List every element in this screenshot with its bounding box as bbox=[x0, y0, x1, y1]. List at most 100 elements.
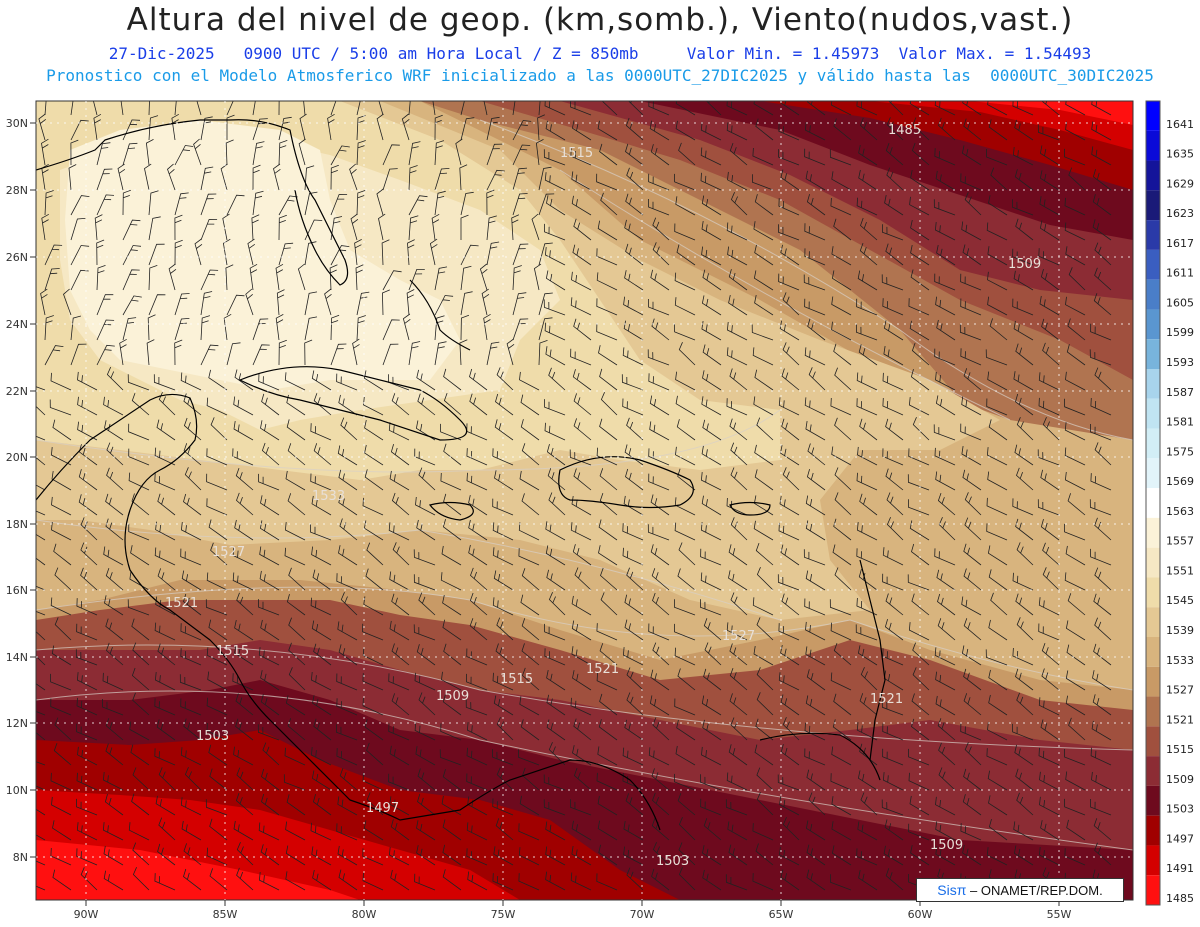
wind-barb bbox=[183, 718, 202, 741]
wind-barb bbox=[352, 338, 360, 366]
wind-barb bbox=[154, 447, 176, 466]
wind-barb bbox=[804, 148, 826, 166]
wind-barb bbox=[1041, 318, 1060, 341]
wind-barb bbox=[378, 101, 384, 116]
wind-barb bbox=[805, 495, 826, 516]
wind-barb bbox=[154, 672, 176, 691]
wind-barb bbox=[336, 373, 358, 391]
wind-barb bbox=[313, 643, 332, 666]
wind-barb bbox=[1041, 668, 1060, 691]
wind-barb bbox=[106, 642, 124, 666]
wind-barb bbox=[1013, 845, 1034, 866]
wind-barb bbox=[167, 163, 176, 191]
wind-barb bbox=[466, 773, 488, 791]
wind-barb bbox=[96, 239, 105, 266]
wind-barb bbox=[803, 549, 826, 566]
wind-barb bbox=[104, 793, 124, 816]
wind-barb bbox=[312, 569, 332, 591]
wind-barb bbox=[36, 405, 46, 416]
wind-barb bbox=[131, 618, 150, 641]
wind-barb bbox=[754, 444, 774, 466]
colorbar-swatch bbox=[1146, 190, 1160, 221]
wind-barb bbox=[130, 545, 150, 566]
wind-barb bbox=[1091, 720, 1112, 741]
wind-barb bbox=[70, 245, 90, 266]
wind-barb bbox=[1016, 542, 1034, 566]
wind-barb bbox=[544, 101, 566, 116]
wind-barb bbox=[986, 447, 1008, 466]
wind-barb bbox=[572, 369, 592, 391]
wind-barb bbox=[570, 348, 592, 366]
wind-barb bbox=[544, 623, 566, 641]
wind-barb bbox=[726, 772, 748, 791]
wind-barb bbox=[1013, 320, 1034, 341]
wind-barb bbox=[429, 238, 438, 266]
wind-barb bbox=[310, 822, 332, 841]
wind-barb bbox=[262, 742, 280, 766]
wind-barb bbox=[63, 288, 72, 316]
wind-barb bbox=[572, 544, 592, 566]
wind-barb bbox=[466, 822, 488, 841]
wind-barb bbox=[570, 697, 592, 716]
wind-barb bbox=[778, 672, 800, 691]
wind-barb bbox=[909, 196, 930, 216]
wind-barb bbox=[859, 693, 878, 716]
wind-barb bbox=[988, 669, 1008, 691]
wind-barb bbox=[1093, 293, 1112, 316]
wind-barb bbox=[466, 673, 488, 691]
wind-barb bbox=[96, 294, 114, 316]
wind-barb bbox=[599, 643, 618, 666]
valid-time-line: 27-Dic-2025 0900 UTC / 5:00 am Hora Loca… bbox=[108, 44, 1092, 63]
wind-barb bbox=[466, 722, 488, 741]
wind-barb bbox=[336, 823, 358, 841]
wind-barb bbox=[93, 101, 98, 116]
wind-barb bbox=[1038, 597, 1060, 616]
wind-barb bbox=[102, 772, 124, 791]
wind-barb bbox=[1038, 846, 1060, 866]
wind-barb bbox=[573, 393, 592, 416]
wind-barb bbox=[546, 719, 566, 741]
wind-barb bbox=[830, 773, 852, 791]
wind-barb bbox=[623, 320, 644, 341]
wind-barb bbox=[252, 164, 261, 191]
wind-barb bbox=[233, 820, 254, 841]
wind-barb bbox=[599, 143, 618, 166]
wind-barb bbox=[831, 796, 852, 816]
wind-barb bbox=[226, 294, 245, 316]
wind-barb bbox=[223, 313, 232, 341]
wind-barb bbox=[119, 338, 127, 366]
wind-barb bbox=[882, 547, 904, 566]
wind-barb bbox=[183, 593, 202, 616]
wind-barb bbox=[674, 623, 696, 641]
wind-barb bbox=[303, 101, 306, 116]
wind-barb bbox=[833, 118, 852, 141]
wind-barb bbox=[174, 145, 194, 166]
wind-barb bbox=[1066, 819, 1086, 841]
contour-label: 1515 bbox=[560, 146, 593, 161]
wind-barb bbox=[1016, 417, 1034, 441]
wind-barb bbox=[778, 198, 800, 216]
wind-barb bbox=[676, 419, 696, 441]
wind-barb bbox=[336, 573, 358, 591]
wind-barb bbox=[41, 213, 49, 241]
svg-text:22N: 22N bbox=[6, 385, 28, 398]
geopotential-field bbox=[36, 101, 1133, 900]
wind-barb bbox=[418, 592, 436, 616]
contour-label: 1527 bbox=[212, 545, 245, 560]
wind-barb bbox=[728, 744, 748, 766]
wind-barb bbox=[206, 647, 228, 666]
wind-barb bbox=[378, 213, 386, 241]
wind-barb bbox=[206, 722, 228, 741]
wind-barb bbox=[313, 443, 332, 466]
coastlines bbox=[36, 119, 886, 831]
wind-barb bbox=[777, 774, 800, 791]
wind-barb bbox=[1064, 398, 1086, 416]
wind-barb bbox=[935, 471, 956, 491]
graticule bbox=[36, 101, 1133, 900]
wind-barb bbox=[544, 247, 566, 266]
wind-barb bbox=[756, 417, 774, 441]
wind-barb bbox=[1090, 548, 1112, 566]
wind-barb bbox=[236, 842, 254, 866]
wind-barb bbox=[183, 868, 202, 891]
wind-barb bbox=[804, 722, 826, 741]
